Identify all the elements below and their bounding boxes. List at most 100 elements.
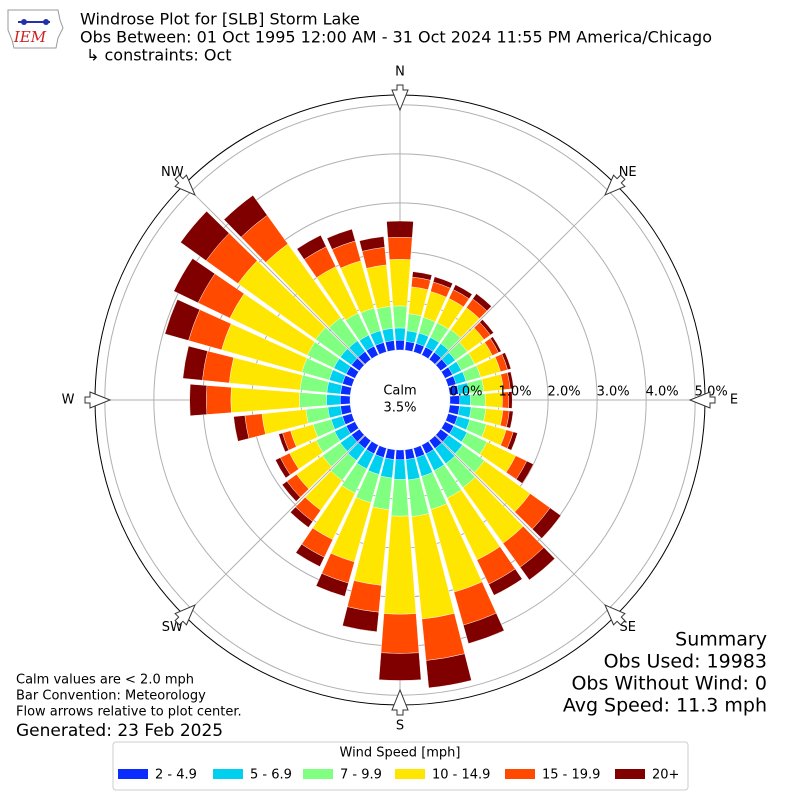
bar-segment xyxy=(507,371,514,390)
bar-segment xyxy=(490,336,502,353)
bar-segment xyxy=(387,237,413,260)
r-tick-label: 0.0% xyxy=(449,385,482,400)
bar-segment xyxy=(508,391,513,409)
bar-segment xyxy=(404,448,416,460)
bar-segment xyxy=(342,606,380,632)
bar-segment xyxy=(275,457,291,479)
legend: Wind Speed [mph] 2 - 4.9 5 - 6.9 7 - 9.9 10… xyxy=(112,741,689,791)
bar-segment xyxy=(452,284,473,300)
flow-arrow xyxy=(174,174,196,196)
bar-segment xyxy=(230,387,300,413)
bar-segment xyxy=(506,410,514,429)
bar-segment xyxy=(519,547,556,581)
bar-segment xyxy=(327,405,343,419)
flow-arrow xyxy=(604,604,626,626)
legend-label: 10 - 14.9 xyxy=(432,768,490,783)
legend-box xyxy=(112,741,689,791)
calm-label: Calm xyxy=(383,384,416,399)
bar-segment xyxy=(384,448,396,460)
bar-segment xyxy=(412,271,433,281)
legend-swatch xyxy=(118,769,148,779)
bar-segment xyxy=(395,449,405,461)
bar-segment xyxy=(391,478,409,517)
bar-segment xyxy=(506,431,518,451)
bar-segment xyxy=(421,613,465,661)
bar-segment xyxy=(189,384,208,416)
bar-segment xyxy=(296,234,327,260)
bar-segment xyxy=(515,460,534,484)
bar-segment xyxy=(173,258,216,304)
bar-segment xyxy=(394,327,406,341)
summary-title: Summary xyxy=(675,629,767,651)
bar-segment xyxy=(406,313,422,333)
bar-segment xyxy=(448,404,460,416)
generated: Generated: 23 Feb 2025 xyxy=(16,721,223,741)
flow-arrow xyxy=(174,604,196,626)
bar-segment xyxy=(359,236,385,252)
bar-segment xyxy=(281,480,301,502)
bar-segment xyxy=(290,506,314,528)
bar-segment xyxy=(315,573,349,597)
bar-segment xyxy=(389,259,411,307)
summary-line: Obs Without Wind: 0 xyxy=(571,673,767,695)
bar-segment xyxy=(182,345,208,381)
logo-text: IEM xyxy=(13,28,47,46)
bar-segment xyxy=(405,330,418,344)
bar-segment xyxy=(347,580,382,613)
flow-arrow xyxy=(391,688,409,716)
bar-segment xyxy=(326,228,356,250)
bar-segment xyxy=(206,385,232,415)
constraints: ↳ constraints: Oct xyxy=(86,46,232,65)
bar-segment xyxy=(457,405,472,418)
direction-label: N xyxy=(395,65,405,80)
bar-segment xyxy=(384,340,396,352)
bar-segment xyxy=(339,395,351,405)
bar-segment xyxy=(404,341,415,352)
logo-outline xyxy=(7,9,64,49)
subtitle: Obs Between: 01 Oct 1995 12:00 AM - 31 O… xyxy=(80,28,712,47)
bar-segment xyxy=(202,350,234,384)
legend-swatch xyxy=(615,769,645,779)
summary-line: Obs Used: 19983 xyxy=(604,651,767,673)
bar-segment xyxy=(383,515,417,615)
bar-segment xyxy=(326,394,341,406)
bar-segment xyxy=(483,408,504,426)
bar-segment xyxy=(378,652,422,681)
calm-circle xyxy=(350,350,450,450)
bar-segment xyxy=(164,299,201,341)
r-tick-label: 3.0% xyxy=(597,385,630,400)
legend-label: 5 - 6.9 xyxy=(250,768,292,783)
legend-label: 15 - 19.9 xyxy=(542,768,600,783)
bar-segment xyxy=(488,568,523,596)
bar-segment xyxy=(392,305,408,329)
r-tick-label: 1.0% xyxy=(499,385,532,400)
bar-segment xyxy=(501,352,512,370)
direction-label: SW xyxy=(162,620,183,635)
bar-segment xyxy=(233,415,250,442)
footnote: Flow arrows relative to plot center. xyxy=(16,705,242,720)
r-tick-label: 4.0% xyxy=(646,385,679,400)
bar-segment xyxy=(532,507,562,539)
bar-segment xyxy=(386,220,414,238)
bar-segment xyxy=(463,612,505,644)
direction-label: S xyxy=(396,719,404,734)
legend-swatch xyxy=(395,769,425,779)
summary-line: Avg Speed: 11.3 mph xyxy=(563,695,767,717)
bar-segment xyxy=(381,328,395,343)
legend-swatch xyxy=(213,769,243,779)
bar-segment xyxy=(299,392,327,408)
footnote: Calm values are < 2.0 mph xyxy=(16,673,194,688)
spoke xyxy=(435,183,617,365)
legend-label: 20+ xyxy=(652,768,679,783)
bar-segment xyxy=(340,384,352,396)
logo-dot xyxy=(43,19,49,25)
bar-segment xyxy=(295,543,325,567)
legend-swatch xyxy=(505,769,535,779)
flow-arrow xyxy=(391,84,409,112)
spoke xyxy=(183,435,365,617)
bar-segment xyxy=(180,211,230,261)
direction-label: W xyxy=(62,393,75,408)
